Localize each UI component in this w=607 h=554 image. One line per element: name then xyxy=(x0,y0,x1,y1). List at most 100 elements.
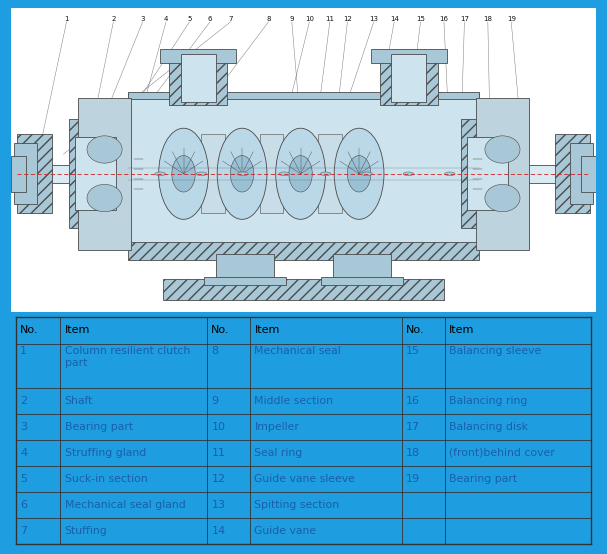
Text: Bearing part: Bearing part xyxy=(64,422,133,432)
Bar xyxy=(14,143,37,204)
Text: 9: 9 xyxy=(211,396,219,406)
Text: 8: 8 xyxy=(266,16,271,22)
Ellipse shape xyxy=(276,128,325,219)
Text: 13: 13 xyxy=(211,500,225,510)
Text: 11: 11 xyxy=(325,16,334,22)
Text: 4: 4 xyxy=(20,448,27,458)
Bar xyxy=(75,137,117,210)
Bar xyxy=(128,93,479,245)
Ellipse shape xyxy=(155,172,165,176)
Bar xyxy=(78,98,131,250)
Text: No.: No. xyxy=(406,325,425,335)
Text: 17: 17 xyxy=(406,422,421,432)
Text: 18: 18 xyxy=(406,448,421,458)
Text: Impeller: Impeller xyxy=(254,422,299,432)
Text: Mechanical seal: Mechanical seal xyxy=(254,346,341,356)
Ellipse shape xyxy=(362,172,372,176)
Ellipse shape xyxy=(158,128,208,219)
Text: 15: 15 xyxy=(406,346,420,356)
Text: 10: 10 xyxy=(305,16,314,22)
Text: Seal ring: Seal ring xyxy=(254,448,303,458)
Text: 9: 9 xyxy=(290,16,294,22)
Ellipse shape xyxy=(279,172,290,176)
Text: 16: 16 xyxy=(439,16,449,22)
Text: 7: 7 xyxy=(20,526,27,536)
Bar xyxy=(128,92,479,99)
Text: 2: 2 xyxy=(20,396,27,406)
Bar xyxy=(371,49,447,63)
Bar xyxy=(461,119,517,228)
Text: 12: 12 xyxy=(211,474,225,484)
Text: No.: No. xyxy=(20,325,39,335)
Bar xyxy=(181,54,215,102)
Bar xyxy=(333,254,392,281)
Text: (front)behind cover: (front)behind cover xyxy=(449,448,555,458)
Ellipse shape xyxy=(231,156,254,192)
Text: 11: 11 xyxy=(211,448,225,458)
Bar xyxy=(204,277,286,285)
Ellipse shape xyxy=(403,172,414,176)
Bar xyxy=(260,134,283,213)
Text: Spitting section: Spitting section xyxy=(254,500,339,510)
Text: Guide vane: Guide vane xyxy=(254,526,316,536)
Bar xyxy=(392,54,426,102)
Text: Guide vane sleeve: Guide vane sleeve xyxy=(254,474,355,484)
Bar xyxy=(163,279,444,300)
Text: Shaft: Shaft xyxy=(64,396,93,406)
Bar xyxy=(160,49,236,63)
Bar xyxy=(17,134,52,213)
Ellipse shape xyxy=(334,128,384,219)
Text: Item: Item xyxy=(254,325,280,335)
Text: 6: 6 xyxy=(208,16,212,22)
Ellipse shape xyxy=(320,172,331,176)
Text: 2: 2 xyxy=(111,16,115,22)
Ellipse shape xyxy=(485,136,520,163)
Text: Stuffing: Stuffing xyxy=(64,526,107,536)
Text: Balancing ring: Balancing ring xyxy=(449,396,527,406)
Text: 5: 5 xyxy=(20,474,27,484)
Text: Balancing disk: Balancing disk xyxy=(449,422,528,432)
Text: Bearing part: Bearing part xyxy=(449,474,517,484)
Text: 15: 15 xyxy=(416,16,425,22)
Text: Middle section: Middle section xyxy=(254,396,333,406)
Text: 14: 14 xyxy=(211,526,225,536)
Ellipse shape xyxy=(485,184,520,212)
Ellipse shape xyxy=(87,136,122,163)
Bar xyxy=(321,277,403,285)
Text: 8: 8 xyxy=(211,346,219,356)
Text: 3: 3 xyxy=(140,16,145,22)
Ellipse shape xyxy=(87,184,122,212)
Text: 19: 19 xyxy=(406,474,421,484)
Bar xyxy=(69,119,125,228)
Bar xyxy=(11,156,25,192)
Bar xyxy=(467,137,508,210)
Bar xyxy=(128,242,479,260)
Text: 1: 1 xyxy=(20,346,27,356)
Bar xyxy=(201,134,225,213)
Bar xyxy=(215,254,274,281)
Text: 17: 17 xyxy=(460,16,469,22)
Text: 4: 4 xyxy=(164,16,168,22)
Bar xyxy=(17,165,590,183)
Bar xyxy=(570,143,593,204)
Text: Column resilient clutch
part: Column resilient clutch part xyxy=(64,346,190,367)
Text: 13: 13 xyxy=(369,16,378,22)
Ellipse shape xyxy=(172,156,195,192)
Text: 3: 3 xyxy=(20,422,27,432)
Text: 5: 5 xyxy=(187,16,192,22)
Bar xyxy=(476,98,529,250)
Text: 1: 1 xyxy=(64,16,69,22)
Bar xyxy=(555,134,590,213)
Text: 6: 6 xyxy=(20,500,27,510)
Text: No.: No. xyxy=(211,325,230,335)
Ellipse shape xyxy=(444,172,455,176)
Text: 12: 12 xyxy=(343,16,352,22)
Text: 14: 14 xyxy=(390,16,399,22)
Text: Item: Item xyxy=(64,325,90,335)
Ellipse shape xyxy=(196,172,207,176)
Text: 16: 16 xyxy=(406,396,420,406)
Bar xyxy=(379,51,438,105)
Text: 19: 19 xyxy=(507,16,516,22)
Text: 18: 18 xyxy=(483,16,492,22)
Ellipse shape xyxy=(237,172,248,176)
